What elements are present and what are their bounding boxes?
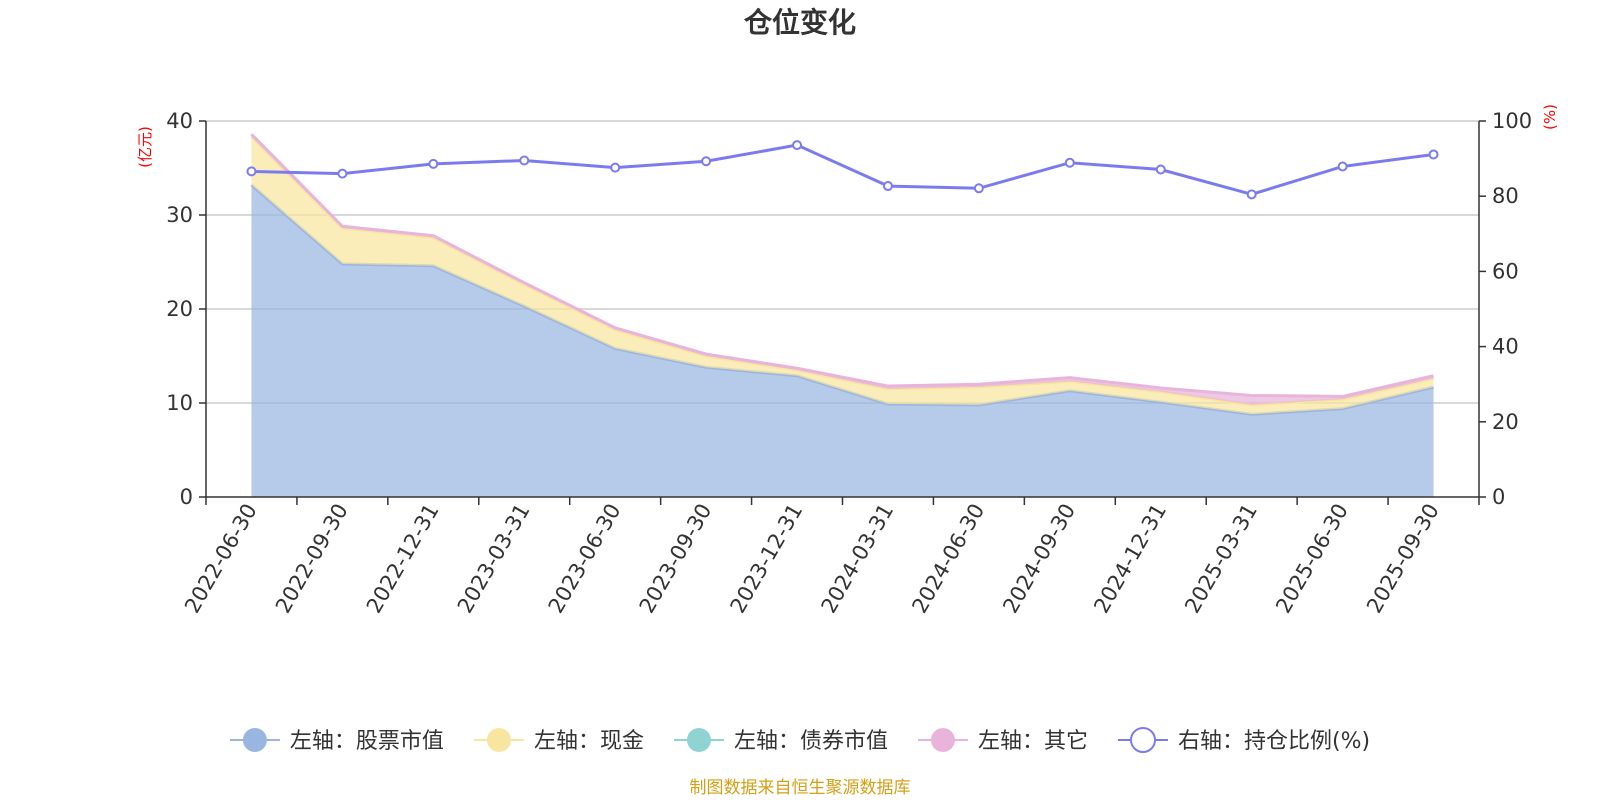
legend-item: 左轴：股票市值 [229, 728, 444, 754]
stacked-areas [250, 133, 1434, 498]
left-tick-label: 0 [180, 485, 193, 509]
legend-item: 右轴：持仓比例(%) [1117, 727, 1370, 754]
x-tick-label: 2023-06-30 [544, 500, 626, 618]
right-tick-label: 0 [1492, 485, 1505, 509]
x-tick-label: 2023-12-31 [726, 500, 808, 618]
x-tick-label: 2023-03-31 [453, 500, 535, 618]
ratio-point-2023-12-31 [792, 140, 803, 151]
x-tick-label: 2022-09-30 [271, 500, 353, 618]
legend-swatch-marker [686, 728, 711, 752]
x-tick-label: 2024-09-30 [998, 500, 1080, 618]
x-tick-label: 2025-09-30 [1362, 500, 1444, 618]
legend-swatch-marker [486, 728, 511, 752]
right-tick-label: 80 [1492, 184, 1519, 208]
ratio-point-2022-12-31 [428, 158, 439, 169]
ratio-point-2022-06-30 [246, 166, 257, 177]
area-左轴：股票市值 [251, 184, 1434, 498]
data-source-note: 制图数据来自恒生聚源数据库 [690, 778, 911, 798]
legend-label: 左轴：股票市值 [290, 729, 444, 754]
ratio-point-2025-06-30 [1337, 161, 1348, 172]
legend: 左轴：股票市值 左轴：现金 左轴：债券市值 左轴：其它 右轴：持仓比例(%) [229, 727, 1370, 754]
legend-label: 左轴：债券市值 [734, 729, 888, 754]
right-tick-label: 20 [1492, 410, 1519, 434]
left-tick-label: 30 [166, 203, 193, 227]
ratio-point-2024-03-31 [882, 181, 893, 192]
legend-swatch-marker [1129, 727, 1156, 753]
legend-item: 左轴：债券市值 [673, 728, 888, 754]
area-edge-左轴：其它 [250, 133, 1434, 398]
ratio-line-path [251, 143, 1434, 196]
right-tick-label: 40 [1492, 335, 1519, 359]
ratio-point-2025-03-31 [1246, 189, 1257, 200]
left-tick-label: 10 [166, 391, 193, 415]
x-tick-label: 2022-12-31 [362, 500, 444, 618]
holding-ratio-line [246, 140, 1439, 200]
ratio-point-2025-09-30 [1428, 149, 1439, 160]
x-tick-label: 2024-06-30 [907, 500, 989, 618]
right-tick-label: 100 [1492, 109, 1532, 133]
x-tick-label: 2022-06-30 [180, 500, 262, 618]
x-tick-label: 2025-03-31 [1180, 500, 1262, 618]
ratio-point-2024-06-30 [973, 183, 984, 194]
right-axis-unit: (%) [1541, 104, 1559, 130]
legend-swatch-marker [930, 728, 955, 752]
ratio-point-2024-09-30 [1064, 157, 1075, 168]
area-左轴：现金 [251, 136, 1434, 415]
legend-label: 左轴：其它 [978, 729, 1088, 754]
x-tick-label: 2024-12-31 [1089, 500, 1171, 618]
legend-item: 左轴：其它 [917, 728, 1088, 754]
ratio-point-2022-09-30 [337, 168, 348, 179]
ratio-point-2023-03-31 [519, 155, 530, 166]
left-tick-label: 20 [166, 297, 193, 321]
left-tick-label: 40 [166, 109, 193, 133]
left-axis-unit: (亿元) [136, 126, 154, 168]
legend-label: 左轴：现金 [534, 729, 644, 754]
ratio-point-2023-06-30 [610, 162, 621, 173]
x-tick-label: 2024-03-31 [816, 500, 898, 618]
legend-label: 右轴：持仓比例(%) [1178, 729, 1370, 754]
ratio-point-2024-12-31 [1155, 164, 1166, 175]
chart-title: 仓位变化 [744, 6, 856, 39]
legend-swatch-marker [242, 728, 267, 752]
right-tick-label: 60 [1492, 259, 1519, 283]
legend-item: 左轴：现金 [473, 728, 644, 754]
x-tick-label: 2025-06-30 [1271, 500, 1353, 618]
ratio-point-2023-09-30 [701, 156, 712, 167]
x-tick-label: 2023-09-30 [635, 500, 717, 618]
